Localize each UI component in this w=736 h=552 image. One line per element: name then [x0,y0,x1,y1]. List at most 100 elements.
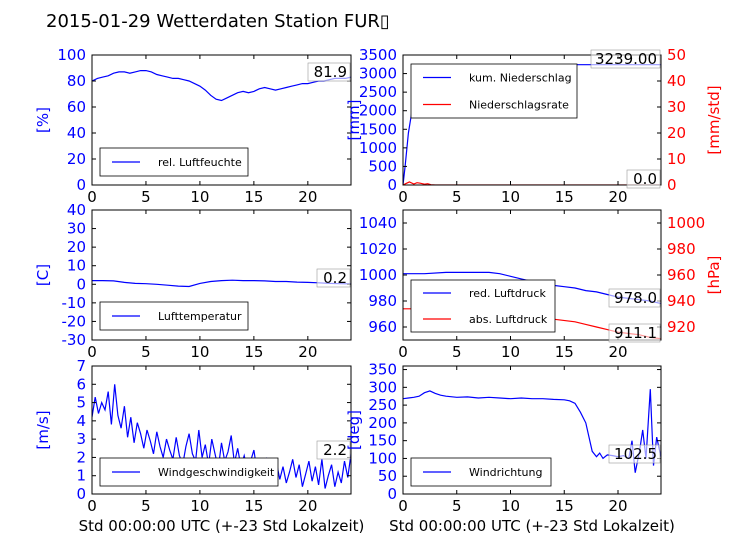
y-tick-label: 1040 [359,214,397,232]
value-annotation-humidity: 81.9 [314,63,347,81]
x-tick-label: 0 [398,343,408,361]
y-right-tick-label: 920 [667,318,696,336]
value-annotation-right-precipitation: 0.0 [633,170,657,188]
y-tick-label: 1000 [359,266,397,284]
chart-panel-precipitation: 0 5 10 15 2005001000150020002500300035000102… [345,46,723,206]
y-right-tick-label: 960 [667,266,696,284]
x-tick-label: 5 [452,497,462,515]
y-tick-label: 3 [76,430,86,448]
x-tick-label: 0 [398,188,408,206]
legend-label: Windgeschwindigkeit [158,466,275,479]
x-tick-label: 0 [398,497,408,515]
x-tick-label: 5 [141,497,151,515]
x-tick-label: 20 [298,343,317,361]
x-tick-label: 15 [244,188,263,206]
x-tick-label: 10 [501,188,520,206]
x-tick-label: 10 [190,343,209,361]
y-right-tick-label: 0 [667,176,677,194]
value-annotation-precipitation-box [590,49,661,69]
y-right-tick-label: 40 [667,72,686,90]
y-tick-label: 300 [368,378,397,396]
x-tick-label: 20 [608,343,627,361]
value-annotation-humidity-box [307,62,351,82]
legend-label: red. Luftdruck [469,287,546,300]
y-tick-label: -30 [62,331,87,349]
y-tick-label: 0 [76,275,86,293]
y-tick-label: 50 [378,467,397,485]
y-right-tick-label: 30 [667,98,686,116]
y-tick-label: 1020 [359,240,397,258]
x-tick-label: 20 [608,497,627,515]
value-annotation-winddirection-box [608,444,661,464]
plot-frame-humidity [91,54,352,186]
x-tick-label: 5 [141,343,151,361]
plot-frame-windspeed [91,365,352,495]
value-annotation-right-pressure-box [608,323,661,343]
value-annotation-pressure-box [608,288,661,308]
x-tick-label: 0 [87,188,97,206]
value-annotation-windspeed: 2.2 [323,441,347,459]
value-annotation-precipitation: 3239.00 [595,50,657,68]
x-tick-label: 15 [244,343,263,361]
y-tick-label: 20 [67,238,86,256]
x-tick-label: 10 [190,188,209,206]
y-tick-label: 7 [76,357,86,375]
x-tick-label: 15 [555,497,574,515]
plot-frame-temperature [91,209,352,341]
y-axis-label: [mm] [345,100,363,141]
value-annotation-temperature-box [316,268,351,288]
x-tick-label: 10 [501,343,520,361]
y-tick-label: 60 [67,98,86,116]
x-tick-label: 5 [141,188,151,206]
y-tick-label: 0 [76,176,86,194]
figure-title: 2015-01-29 Wetterdaten Station FUR▯ [46,11,390,32]
y-tick-label: 250 [368,396,397,414]
plot-frame-winddirection [402,365,662,495]
y-tick-label: 960 [368,318,397,336]
y-right-tick-label: 10 [667,150,686,168]
series-line-windspeed-0 [92,384,351,489]
y-tick-label: 2500 [359,83,397,101]
y-tick-label: 3000 [359,65,397,83]
y-axis-label: [C] [34,264,52,286]
x-tick-label: 5 [452,188,462,206]
y-right-tick-label: 1000 [667,214,705,232]
series-line-humidity-0 [92,69,351,102]
y-right-tick-label: 20 [667,124,686,142]
y-tick-label: 500 [368,157,397,175]
y-tick-label: 1000 [359,139,397,157]
legend-label: abs. Luftdruck [469,313,548,326]
y-tick-label: 980 [368,292,397,310]
x-axis-label: Std 00:00:00 UTC (+-23 Std Lokalzeit) [79,517,365,535]
x-tick-label: 20 [298,188,317,206]
x-tick-label: 10 [190,497,209,515]
chart-panel-temperature: 0 5 10 15 20-30-20-10010203040[C]Lufttempera… [34,201,352,361]
y-right-tick-label: 50 [667,46,686,64]
series-line-winddirection-0 [403,389,661,473]
y-tick-label: 30 [67,220,86,238]
y-axis-label: [m/s] [34,410,52,449]
x-tick-label: 5 [452,343,462,361]
chart-panel-humidity: 0 5 10 15 20 0 20 40 60 80 100 [%] rel. Luftfeuchte 8… [34,46,352,206]
series-line-temperature-0 [92,279,351,288]
value-annotation-windspeed-box [316,440,351,460]
y-tick-label: 350 [368,361,397,379]
y-right-tick-label: 980 [667,240,696,258]
x-tick-label: 20 [298,497,317,515]
y-right-tick-label: 940 [667,292,696,310]
y-tick-label: 40 [67,124,86,142]
y-tick-label: 0 [387,176,397,194]
legend-box-pressure [410,279,556,333]
y-axis-label: [%] [34,107,52,133]
chart-panel-pressure: 0 5 10 15 20 960 980 1000 1020 1040 920 940 960 980 10… [359,209,723,361]
x-tick-label: 20 [608,188,627,206]
y-right-axis-label: [hPa] [705,256,723,295]
y-tick-label: -10 [62,294,87,312]
y-tick-label: 100 [57,46,86,64]
value-annotation-temperature: 0.2 [323,269,347,287]
y-tick-label: 4 [76,412,86,430]
y-axis-label: [deg] [345,410,363,450]
